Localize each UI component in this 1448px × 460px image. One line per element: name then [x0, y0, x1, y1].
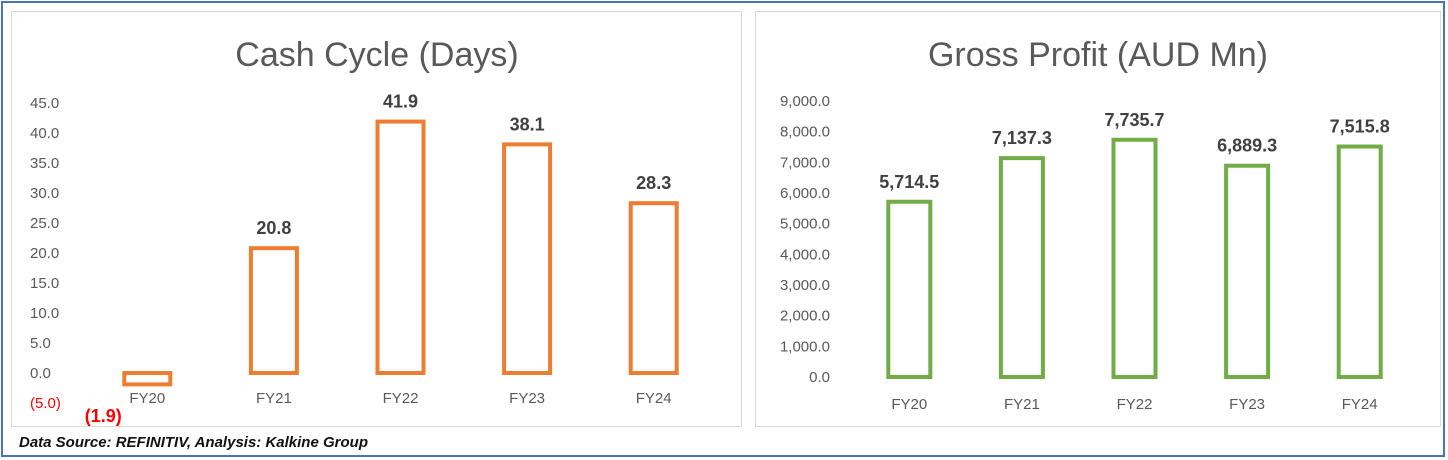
cash-cycle-panel: Cash Cycle (Days) (5.0) 0.0 5.0 10.0 15.0 20.0…: [11, 11, 742, 427]
y-tick-label: 8,000.0: [780, 124, 830, 141]
y-tick-label: 45.0: [30, 95, 59, 112]
bar: [502, 142, 553, 375]
y-tick-label: 2,000.0: [780, 308, 830, 325]
bar: [1111, 137, 1158, 379]
gross-profit-panel: Gross Profit (AUD Mn) 0.0 1,000.0 2,000.0 3,…: [755, 11, 1441, 427]
x-tick-label: FY22: [1117, 396, 1153, 413]
data-label: 41.9: [383, 92, 418, 112]
y-tick-label: 3,000.0: [780, 277, 830, 294]
bar: [122, 371, 173, 387]
y-tick-label: 5.0: [30, 335, 51, 352]
data-label: 28.3: [636, 173, 671, 193]
data-label: 5,714.5: [879, 172, 939, 192]
data-label: 38.1: [510, 114, 545, 134]
gross-profit-chart: Gross Profit (AUD Mn) 0.0 1,000.0 2,000.0 3,…: [780, 36, 1390, 413]
y-tick-label: (5.0): [30, 395, 61, 412]
y-tick-label: 25.0: [30, 215, 59, 232]
y-tick-label: 9,000.0: [780, 93, 830, 110]
bar: [628, 201, 679, 375]
bar: [998, 156, 1045, 379]
chart-title: Cash Cycle (Days): [235, 36, 518, 74]
x-tick-label: FY22: [383, 390, 419, 407]
x-tick-label: FY24: [1342, 396, 1378, 413]
data-source-footer: Data Source: REFINITIV, Analysis: Kalkin…: [19, 434, 368, 451]
data-label: (1.9): [85, 406, 122, 426]
data-label: 20.8: [256, 218, 291, 238]
y-tick-label: 10.0: [30, 305, 59, 322]
y-tick-label: 6,000.0: [780, 185, 830, 202]
bar: [1224, 163, 1271, 379]
y-tick-label: 15.0: [30, 275, 59, 292]
data-label: 7,137.3: [992, 128, 1052, 148]
bar: [375, 119, 426, 375]
cash-cycle-chart: Cash Cycle (Days) (5.0) 0.0 5.0 10.0 15.0 20.0…: [30, 36, 679, 426]
y-tick-label: 0.0: [809, 369, 830, 386]
x-tick-label: FY20: [129, 390, 165, 407]
x-tick-label: FY21: [256, 390, 292, 407]
y-tick-label: 30.0: [30, 185, 59, 202]
x-tick-label: FY23: [1229, 396, 1265, 413]
data-label: 7,515.8: [1330, 117, 1390, 137]
y-tick-label: 40.0: [30, 125, 59, 142]
data-label: 6,889.3: [1217, 136, 1277, 156]
y-tick-label: 5,000.0: [780, 216, 830, 233]
y-tick-label: 35.0: [30, 155, 59, 172]
bar: [248, 246, 299, 375]
y-tick-label: 0.0: [30, 365, 51, 382]
x-tick-label: FY20: [891, 396, 927, 413]
x-tick-label: FY24: [636, 390, 672, 407]
bar: [886, 199, 933, 379]
x-tick-label: FY23: [509, 390, 545, 407]
x-tick-label: FY21: [1004, 396, 1040, 413]
bar: [1336, 144, 1383, 379]
y-tick-label: 20.0: [30, 245, 59, 262]
chart-title: Gross Profit (AUD Mn): [928, 36, 1268, 74]
y-tick-label: 7,000.0: [780, 154, 830, 171]
y-tick-label: 4,000.0: [780, 246, 830, 263]
data-label: 7,735.7: [1104, 110, 1164, 130]
y-tick-label: 1,000.0: [780, 338, 830, 355]
